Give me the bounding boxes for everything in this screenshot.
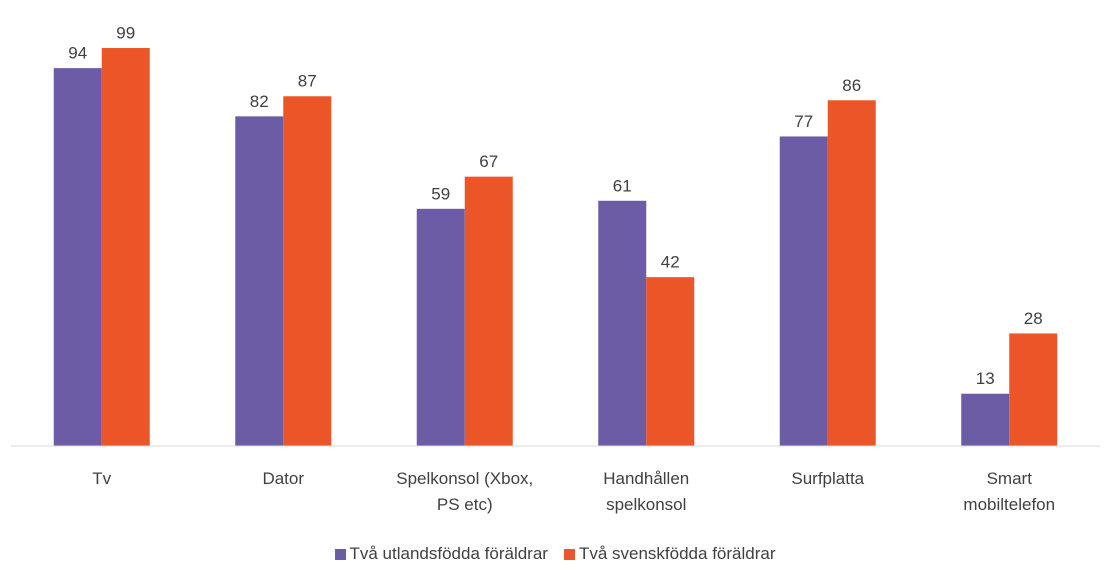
data-label: 77 (794, 112, 813, 131)
bar (416, 208, 465, 446)
bar (646, 277, 695, 446)
data-label: 82 (250, 92, 269, 111)
x-tick-label: Surfplatta (791, 469, 865, 488)
data-label: 86 (842, 76, 861, 95)
bar (464, 176, 513, 446)
legend-swatch (563, 548, 575, 560)
data-label: 67 (479, 152, 498, 171)
data-label: 28 (1024, 309, 1043, 328)
bar (598, 200, 647, 446)
x-tick-label: Smart mobiltelefon (963, 469, 1056, 514)
legend-item: Två svenskfödda föräldrar (563, 544, 776, 564)
legend-swatch (334, 548, 346, 560)
data-label: 61 (613, 176, 632, 195)
bar (827, 100, 876, 446)
bar (1009, 333, 1058, 446)
bar (283, 96, 332, 446)
bar (53, 68, 102, 447)
data-label: 87 (298, 72, 317, 91)
x-tick-label: Dator (262, 469, 305, 488)
x-tick-label: Tv (92, 469, 112, 488)
bar (235, 116, 284, 447)
data-label: 59 (431, 184, 450, 203)
data-label: 13 (976, 369, 995, 388)
legend: Två utlandsfödda föräldrar Två svenskfödd… (0, 544, 1110, 564)
x-tick-label: Spelkonsol (Xbox, PS etc) (396, 469, 534, 514)
bar (779, 136, 828, 446)
bar (101, 48, 150, 447)
data-label: 42 (661, 253, 680, 272)
legend-item: Två utlandsfödda föräldrar (334, 544, 548, 564)
bar (961, 393, 1010, 446)
x-tick-label: Handhållen spelkonsol (603, 469, 690, 514)
data-label: 99 (116, 24, 135, 43)
data-label: 94 (68, 44, 87, 63)
legend-label: Två svenskfödda föräldrar (578, 544, 776, 563)
legend-label: Två utlandsfödda föräldrar (349, 544, 548, 563)
